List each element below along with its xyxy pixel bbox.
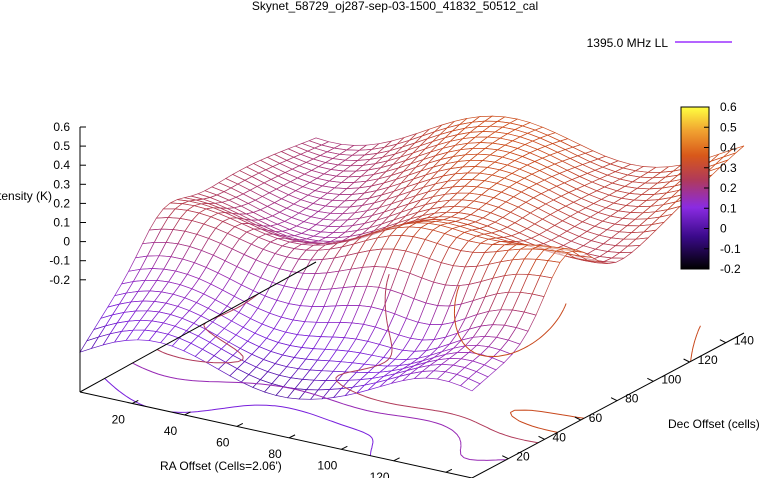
ra-tick-mark (236, 422, 244, 427)
z-tick-label: -0.1 (49, 254, 70, 268)
z-axis-label: Intensity (K) (0, 189, 52, 203)
base-axes (79, 127, 745, 478)
z-tick-label: 0.6 (53, 120, 70, 134)
dec-tick-mark (719, 339, 727, 344)
dec-tick-label: 100 (661, 372, 681, 386)
ra-tick-label: 40 (164, 424, 178, 438)
ra-tick-mark (393, 457, 400, 462)
ra-tick-label: 120 (370, 470, 390, 478)
surface-mesh (79, 115, 745, 400)
dec-tick-mark (502, 455, 509, 460)
chart-title: Skynet_58729_oj287-sep-03-1500_41832_505… (252, 0, 538, 13)
colorbar-tick-label: 0.3 (720, 161, 737, 175)
ra-tick-label: 100 (317, 458, 337, 472)
dec-tick-label: 40 (553, 430, 567, 444)
z-axis-ticks: 0.6 0.5 0.4 0.3 0.2 0.1 0 -0.1 -0.2 (49, 120, 86, 287)
dec-tick-label: 80 (625, 392, 639, 406)
dec-tick-mark (538, 435, 545, 440)
ra-tick-label: 60 (216, 435, 230, 449)
colorbar-tick-label: 0.6 (720, 100, 737, 114)
ra-tick-mark (132, 400, 139, 404)
base-back-left (79, 261, 317, 393)
dec-tick-mark (574, 416, 582, 421)
dec-axis-ticks: 20 40 60 80 100 120 140 (502, 334, 754, 464)
contour-line (104, 378, 374, 456)
ra-axis-line (79, 391, 473, 478)
dec-tick-label: 120 (698, 353, 718, 367)
dec-tick-label: 140 (734, 334, 754, 348)
contour-line (156, 273, 539, 444)
ra-axis-label: RA Offset (Cells=2.06') (160, 459, 282, 473)
z-tick-label: -0.2 (49, 273, 70, 287)
colorbar-tick-label: 0.4 (720, 141, 737, 155)
colorbar-tick-label: 0.2 (720, 181, 737, 195)
colorbar-tick-label: -0.1 (720, 242, 741, 256)
colorbar-tick-label: -0.2 (720, 262, 741, 276)
contour-line (132, 362, 507, 461)
colorbar-tick-label: 0.1 (720, 201, 737, 215)
z-tick-label: 0.5 (53, 139, 70, 153)
surface-cell (459, 378, 481, 392)
dec-tick-label: 20 (516, 450, 530, 464)
z-tick-label: 0.1 (53, 216, 70, 230)
colorbar-ticks: 0.6 0.5 0.4 0.3 0.2 0.1 0 -0.1 -0.2 (704, 100, 741, 276)
z-tick-label: 0.2 (53, 196, 70, 210)
ra-tick-label: 80 (268, 447, 282, 461)
z-tick-label: 0.3 (53, 177, 70, 191)
contour-line (453, 285, 701, 433)
dec-tick-mark (610, 397, 618, 402)
ra-tick-mark (341, 445, 348, 450)
ra-tick-mark (288, 434, 296, 439)
dec-tick-mark (647, 377, 654, 382)
colorbar: 0.6 0.5 0.4 0.3 0.2 0.1 0 -0.1 -0.2 (680, 100, 741, 276)
dec-axis-label: Dec Offset (cells) (668, 417, 760, 431)
contour-lines (104, 273, 701, 461)
dec-tick-label: 60 (589, 411, 603, 425)
ra-tick-label: 20 (112, 412, 126, 426)
colorbar-tick-label: 0.5 (720, 120, 737, 134)
z-tick-label: 0.4 (53, 158, 70, 172)
legend-label: 1395.0 MHz LL (587, 36, 669, 50)
dec-axis-line (471, 332, 745, 478)
ra-tick-mark (184, 411, 191, 416)
z-tick-label: 0 (63, 235, 70, 249)
dec-tick-mark (683, 358, 690, 363)
colorbar-tick-label: 0 (720, 222, 727, 236)
ra-tick-mark (445, 468, 453, 473)
